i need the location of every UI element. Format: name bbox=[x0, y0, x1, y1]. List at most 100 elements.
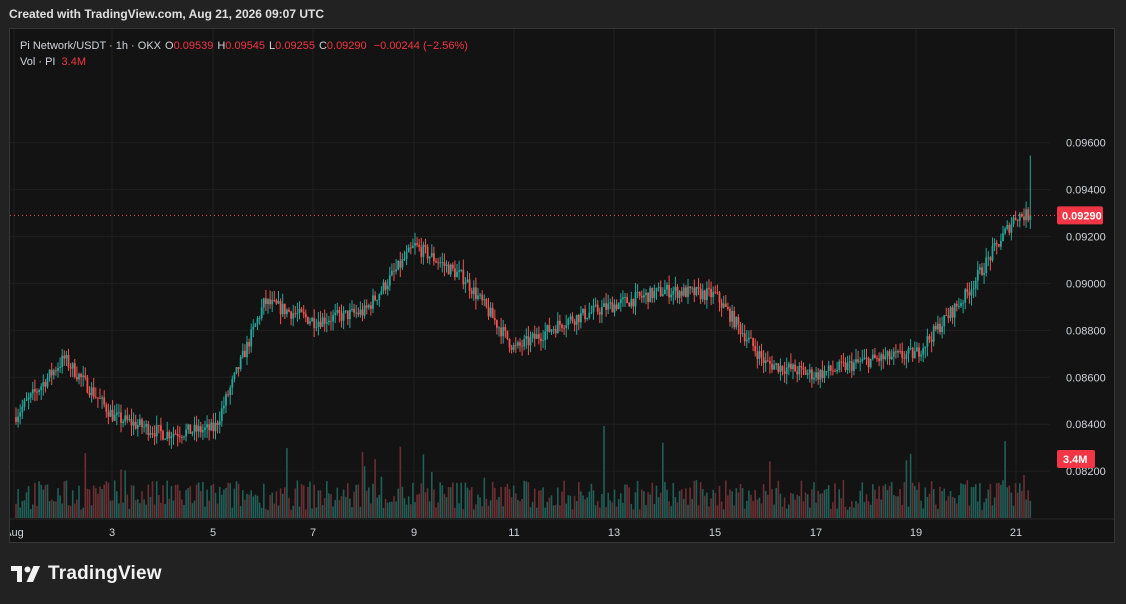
candle-body bbox=[997, 244, 1000, 247]
price-chart[interactable]: 0.09600 0.09400 0.09200 0.09000 0.08800 0.086… bbox=[10, 29, 1115, 543]
candle-body bbox=[399, 260, 402, 268]
volume-bar bbox=[246, 493, 248, 518]
candle-body bbox=[848, 361, 851, 363]
volume-bar bbox=[653, 503, 656, 518]
candle-body bbox=[523, 339, 526, 347]
candle-body bbox=[361, 309, 364, 316]
volume-bar bbox=[63, 481, 66, 518]
volume-bar bbox=[357, 484, 360, 518]
candle-body bbox=[164, 439, 166, 440]
candle-body bbox=[905, 353, 908, 359]
volume-bar bbox=[832, 502, 834, 518]
candle-body bbox=[899, 351, 901, 352]
candle-body bbox=[428, 256, 431, 259]
tradingview-branding[interactable]: TradingView bbox=[11, 563, 162, 585]
candle-body bbox=[321, 317, 324, 327]
candle-body bbox=[571, 316, 574, 322]
candle-body bbox=[823, 371, 826, 379]
candle-body bbox=[794, 364, 796, 372]
volume-bar bbox=[632, 509, 635, 518]
volume-bar bbox=[53, 501, 55, 518]
volume-bar bbox=[977, 501, 979, 518]
candle-body bbox=[462, 269, 465, 285]
volume-bar bbox=[405, 504, 408, 518]
volume-bar bbox=[527, 482, 530, 518]
candle-body bbox=[231, 379, 234, 388]
candle-body bbox=[237, 367, 240, 370]
volume-bar bbox=[273, 503, 276, 518]
candle-body bbox=[657, 287, 660, 289]
volume-bar bbox=[542, 487, 544, 518]
candle-body bbox=[859, 361, 862, 363]
candle-body bbox=[252, 326, 255, 330]
x-axis-tick-label: 5 bbox=[210, 527, 216, 539]
volume-bar bbox=[1027, 490, 1029, 518]
volume-bar bbox=[580, 491, 582, 518]
volume-bar bbox=[798, 496, 801, 518]
volume-bar bbox=[876, 498, 878, 518]
candle-body bbox=[451, 264, 454, 269]
candle-body bbox=[481, 294, 484, 301]
volume-bar bbox=[771, 489, 773, 518]
candle-body bbox=[493, 318, 496, 321]
candle-body bbox=[533, 333, 536, 339]
volume-bar bbox=[397, 488, 399, 518]
candle-body bbox=[500, 327, 502, 337]
candle-body bbox=[435, 261, 437, 263]
candle-body bbox=[29, 393, 32, 398]
volume-bar bbox=[525, 481, 528, 518]
candle-body bbox=[1006, 224, 1009, 229]
chart-panel[interactable]: 0.09600 0.09400 0.09200 0.09000 0.08800 0.086… bbox=[9, 28, 1115, 543]
candle-body bbox=[185, 429, 187, 437]
candle-body bbox=[653, 291, 656, 299]
volume-bar bbox=[233, 488, 236, 518]
candle-body bbox=[118, 412, 120, 414]
candle-body bbox=[449, 264, 452, 275]
volume-bar bbox=[924, 487, 927, 518]
candle-body bbox=[332, 315, 334, 322]
volume-bar bbox=[567, 495, 570, 518]
candle-body bbox=[437, 262, 439, 264]
candle-body bbox=[61, 355, 64, 367]
candle-body bbox=[504, 327, 507, 331]
volume-bar bbox=[937, 508, 939, 518]
volume-bar bbox=[689, 487, 691, 518]
candle-body bbox=[771, 363, 773, 370]
volume-bar bbox=[368, 487, 370, 518]
candle-body bbox=[752, 338, 754, 347]
volume-bar bbox=[386, 502, 389, 518]
volume-bar bbox=[842, 480, 845, 518]
volume-bar bbox=[55, 501, 57, 518]
volume-bar bbox=[97, 493, 99, 518]
candle-body bbox=[349, 309, 351, 320]
volume-bar bbox=[928, 493, 931, 518]
volume-bar bbox=[825, 488, 828, 518]
volume-bar bbox=[162, 485, 164, 518]
candle-body bbox=[817, 372, 820, 380]
volume-bar bbox=[731, 491, 733, 518]
volume-bar bbox=[1010, 492, 1013, 518]
volume-bar bbox=[189, 486, 192, 518]
candle-body bbox=[630, 298, 633, 307]
volume-bar bbox=[185, 489, 187, 518]
volume-bar bbox=[704, 495, 706, 518]
volume-bar bbox=[548, 497, 551, 518]
candle-body bbox=[577, 314, 580, 323]
candle-body bbox=[92, 387, 95, 397]
candle-body bbox=[609, 302, 612, 304]
volume-bar bbox=[953, 498, 956, 518]
candle-body bbox=[384, 282, 387, 290]
volume-bar bbox=[256, 495, 259, 518]
volume-bar bbox=[347, 483, 349, 518]
volume-bar bbox=[437, 502, 439, 518]
volume-bar bbox=[691, 499, 693, 518]
candle-body bbox=[183, 436, 185, 438]
candle-body bbox=[489, 307, 492, 317]
candle-body bbox=[445, 264, 448, 266]
candle-body bbox=[44, 382, 47, 387]
candle-body bbox=[678, 291, 681, 298]
volume-bar bbox=[412, 482, 414, 518]
candle-body bbox=[949, 307, 952, 318]
candle-body bbox=[1023, 216, 1025, 221]
last-price-tag bbox=[1057, 206, 1103, 225]
